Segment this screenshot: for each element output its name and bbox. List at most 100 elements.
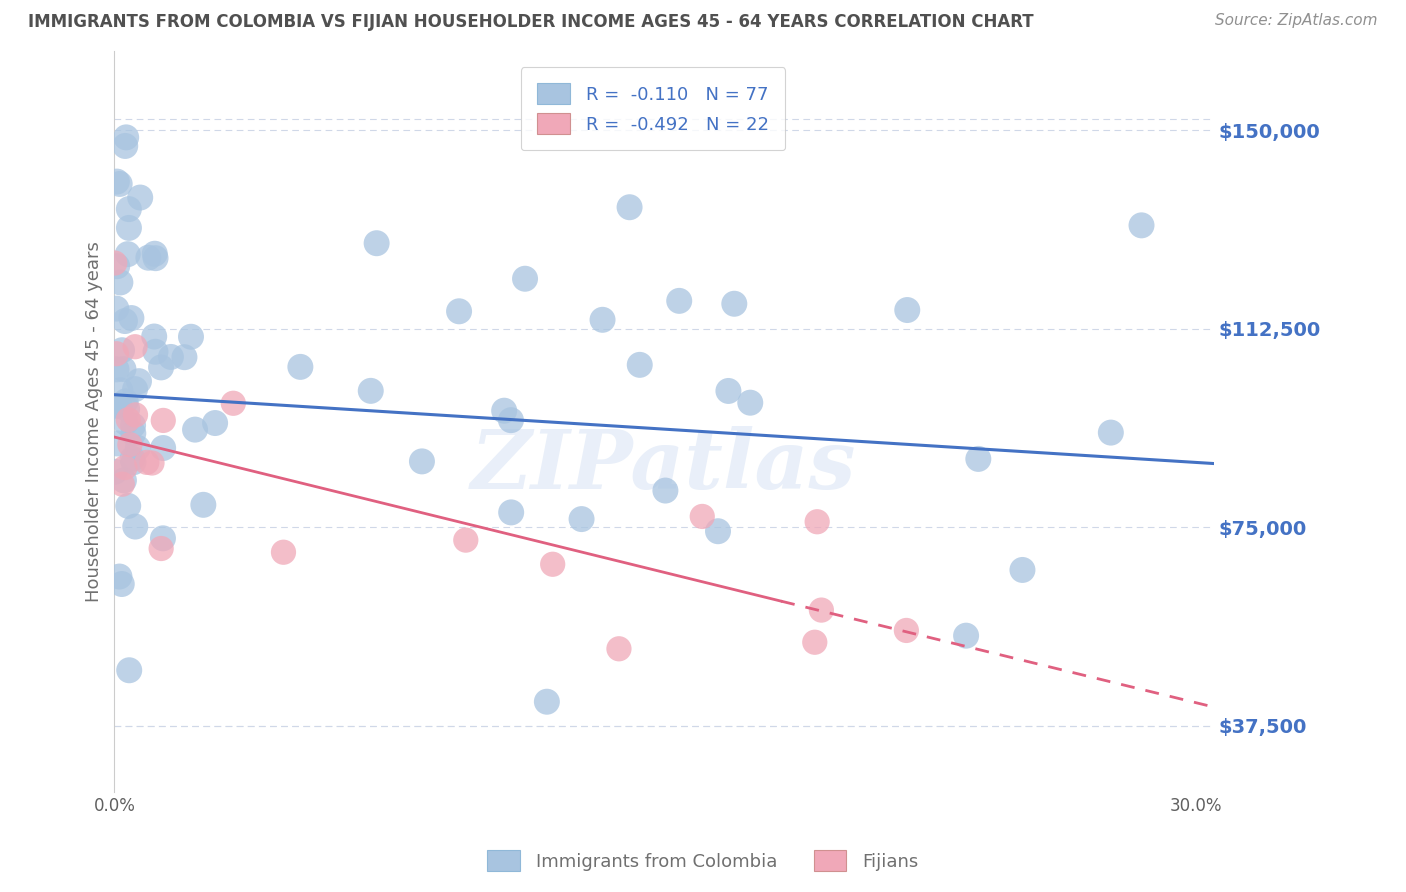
Legend: R =  -0.110   N = 77, R =  -0.492   N = 22: R = -0.110 N = 77, R = -0.492 N = 22 [520,67,785,151]
Point [118,202,141,216]
Point [117,499,139,513]
Point [707,524,730,539]
Point [810,603,832,617]
Point [112,362,135,376]
Point [111,343,134,358]
Point [120,311,142,326]
Point [105,259,128,273]
Point [501,505,523,519]
Point [129,190,152,204]
Point [138,251,160,265]
Point [111,577,134,591]
Point [115,130,138,145]
Legend: Immigrants from Colombia, Fijians: Immigrants from Colombia, Fijians [481,843,925,879]
Point [193,498,215,512]
Point [112,474,135,488]
Point [152,413,174,427]
Point [105,301,128,316]
Point [110,383,132,397]
Point [1130,219,1153,233]
Point [104,256,127,270]
Point [173,350,195,364]
Point [117,412,139,426]
Point [494,403,516,417]
Point [967,451,990,466]
Point [366,236,388,251]
Point [104,465,127,479]
Point [896,303,918,318]
Point [118,437,141,451]
Text: Source: ZipAtlas.com: Source: ZipAtlas.com [1215,13,1378,29]
Point [118,663,141,677]
Text: IMMIGRANTS FROM COLOMBIA VS FIJIAN HOUSEHOLDER INCOME AGES 45 - 64 YEARS CORRELA: IMMIGRANTS FROM COLOMBIA VS FIJIAN HOUSE… [28,13,1033,31]
Point [690,509,713,524]
Point [204,416,226,430]
Point [122,455,145,469]
Point [110,276,132,290]
Point [717,384,740,398]
Point [135,455,157,469]
Point [360,384,382,398]
Point [122,426,145,441]
Point [513,271,536,285]
Point [114,314,136,328]
Point [114,394,136,409]
Point [160,350,183,364]
Point [108,177,131,191]
Point [955,629,977,643]
Point [1099,425,1122,440]
Point [668,293,690,308]
Point [121,451,143,466]
Point [654,483,676,498]
Point [118,221,141,235]
Point [411,454,433,468]
Point [105,175,128,189]
Point [222,396,245,410]
Point [124,408,146,422]
Point [122,418,145,433]
Point [536,695,558,709]
Point [273,545,295,559]
Point [804,635,827,649]
Point [152,441,174,455]
Y-axis label: Householder Income Ages 45 - 64 years: Householder Income Ages 45 - 64 years [86,241,103,601]
Point [124,382,146,396]
Point [127,441,149,455]
Point [108,399,131,413]
Point [114,460,136,475]
Point [449,304,471,318]
Point [105,362,128,376]
Point [290,359,312,374]
Point [571,512,593,526]
Point [124,519,146,533]
Point [143,329,166,343]
Point [117,247,139,261]
Point [108,569,131,583]
Point [723,297,745,311]
Text: ZIPatlas: ZIPatlas [471,425,856,506]
Point [115,402,138,417]
Point [145,344,167,359]
Point [143,246,166,260]
Point [105,399,128,413]
Point [105,436,128,450]
Point [740,395,762,409]
Point [124,340,146,354]
Point [806,515,828,529]
Point [145,251,167,265]
Point [592,313,614,327]
Point [105,347,128,361]
Point [607,641,630,656]
Point [150,541,173,556]
Point [184,423,207,437]
Point [128,374,150,388]
Point [114,139,136,153]
Point [111,477,134,491]
Point [628,358,651,372]
Point [619,200,641,214]
Point [141,456,163,470]
Point [454,533,477,548]
Point [152,532,174,546]
Point [541,558,564,572]
Point [1011,563,1033,577]
